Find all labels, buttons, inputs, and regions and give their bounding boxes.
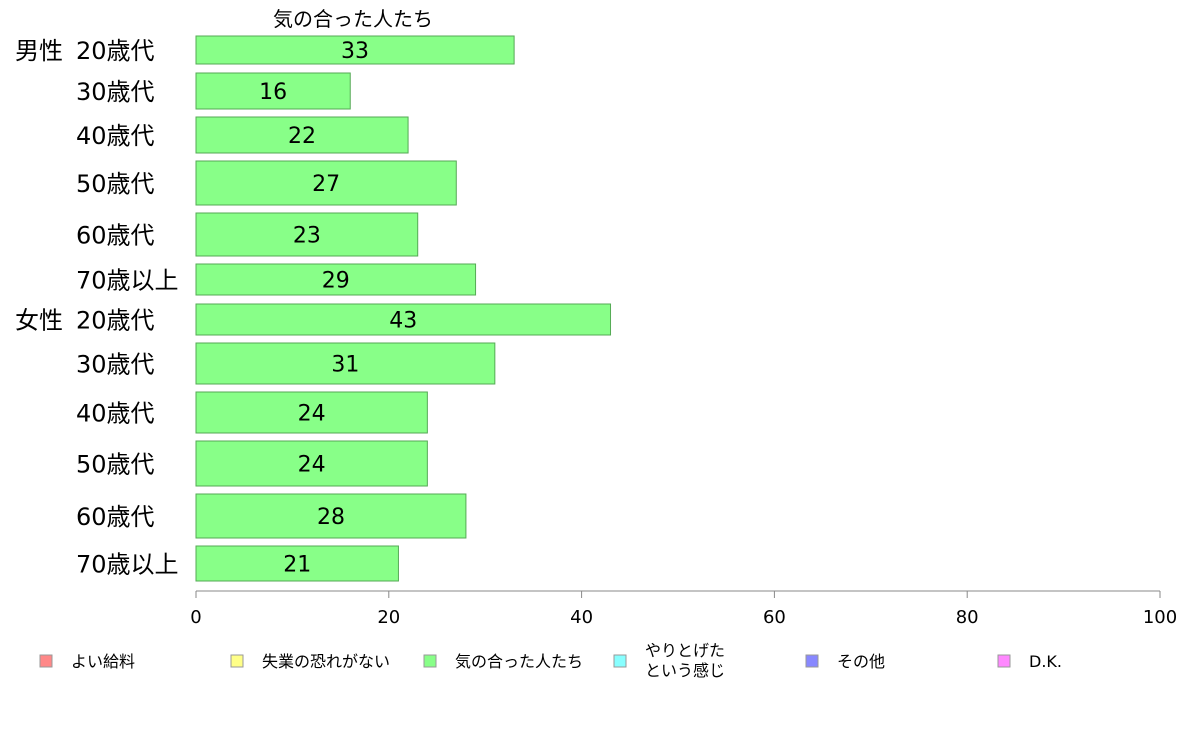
bar (195, 263, 477, 296)
x-axis: 0 20 40 60 80 100 (190, 590, 1177, 628)
category-label: 50歳代 (76, 170, 155, 198)
x-tick-label: 80 (956, 607, 979, 628)
legend-label: D.K. (1029, 652, 1062, 671)
bar-value-label: 21 (283, 553, 311, 578)
bar (195, 545, 399, 582)
category-label: 30歳代 (76, 78, 155, 106)
bar (195, 493, 467, 539)
legend-swatch (230, 654, 244, 668)
bar (195, 212, 419, 257)
bar (195, 35, 515, 65)
group-label: 男性 (15, 37, 63, 65)
bar-value-label: 22 (288, 124, 316, 149)
bar-value-label: 29 (322, 269, 350, 294)
legend: よい給料 失業の恐れがない 気の合った人たち やりとげたという感じ その他 D.K. (39, 641, 1062, 680)
legend-label: 気の合った人たち (455, 652, 583, 671)
legend-label: 失業の恐れがない (262, 652, 390, 671)
category-label: 60歳代 (76, 503, 155, 531)
category-label: 70歳以上 (76, 267, 179, 295)
bar (195, 342, 496, 385)
x-tick-label: 100 (1143, 607, 1177, 628)
legend-swatch (39, 654, 53, 668)
legend-label: よい給料 (71, 652, 135, 671)
legend-label: その他 (837, 652, 885, 671)
chart-title: 気の合った人たち (273, 7, 433, 31)
category-label: 40歳代 (76, 122, 155, 150)
bar (195, 72, 351, 110)
bar-value-label: 31 (331, 353, 359, 378)
legend-label: やりとげたという感じ (645, 641, 725, 680)
x-tick-label: 20 (377, 607, 400, 628)
x-tick-label: 60 (763, 607, 786, 628)
legend-swatch (613, 654, 627, 668)
group-label: 女性 (15, 307, 63, 335)
bar-value-label: 23 (293, 224, 321, 249)
bar-value-label: 33 (341, 39, 369, 64)
legend-swatch (423, 654, 437, 668)
bar (195, 440, 428, 487)
legend-swatch (997, 654, 1011, 668)
bar (195, 391, 428, 434)
bar-value-label: 24 (298, 453, 326, 478)
bar-value-label: 16 (259, 80, 287, 105)
bar (195, 160, 457, 206)
bar-value-label: 43 (389, 309, 417, 334)
x-tick-label: 40 (570, 607, 593, 628)
legend-swatch (805, 654, 819, 668)
category-labels-layer: 20歳代 30歳代 40歳代 50歳代 60歳代 70歳以上 20歳代 30歳代 40歳代 50歳… (15, 37, 179, 579)
category-label: 20歳代 (76, 307, 155, 335)
category-label: 50歳代 (76, 451, 155, 479)
bar-value-label: 28 (317, 505, 345, 530)
category-label: 20歳代 (76, 37, 155, 65)
bar-value-label: 27 (312, 172, 340, 197)
category-label: 40歳代 (76, 400, 155, 428)
bar-value-label: 24 (298, 402, 326, 427)
category-label: 30歳代 (76, 351, 155, 379)
bar (195, 116, 409, 154)
bar (195, 303, 612, 336)
category-label: 70歳以上 (76, 551, 179, 579)
category-label: 60歳代 (76, 222, 155, 250)
x-tick-label: 0 (190, 607, 201, 628)
